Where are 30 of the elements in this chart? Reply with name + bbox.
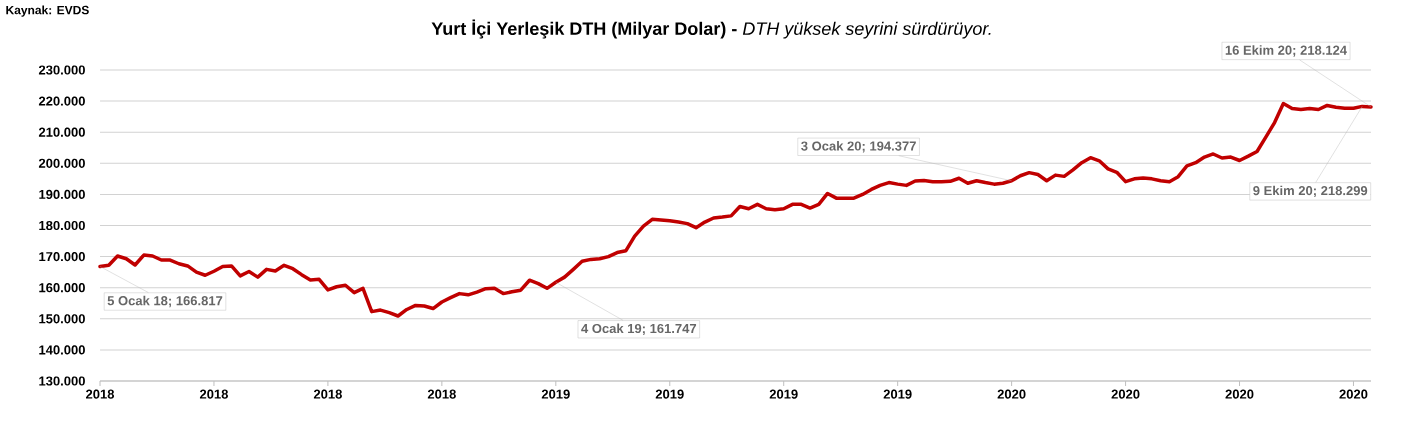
x-tick-label: 2019 xyxy=(883,389,912,399)
y-tick-label: 170.000 xyxy=(39,251,85,262)
x-tick-label: 2020 xyxy=(1225,389,1254,399)
y-tick-label: 210.000 xyxy=(38,127,85,137)
y-tick-label: 180.000 xyxy=(39,220,85,231)
y-tick-label: 160.000 xyxy=(39,283,85,293)
annotation: 9 Ekim 20; 218.299 xyxy=(1253,185,1368,198)
annotation: 5 Ocak 18; 166.817 xyxy=(107,295,223,308)
chart-title: Yurt İçi Yerleşik DTH (Milyar Dolar) - DTH yüksek seyrini sürdürüyor. xyxy=(431,19,991,39)
annotation: 16 Ekim 20; 218.124 xyxy=(1225,45,1347,57)
y-tick-label: 190.000 xyxy=(39,189,85,199)
x-tick-label: 2020 xyxy=(1111,389,1140,399)
x-tick-label: 2019 xyxy=(541,389,570,399)
x-tick-label: 2018 xyxy=(199,389,229,399)
y-tick-label: 200.000 xyxy=(38,158,85,168)
x-tick-label: 2020 xyxy=(1339,389,1368,399)
x-tick-label: 2019 xyxy=(655,389,684,399)
y-tick-label: 130.000 xyxy=(39,376,85,386)
x-tick-label: 2018 xyxy=(313,389,342,399)
x-tick-label: 2020 xyxy=(997,389,1026,399)
y-tick-label: 230.000 xyxy=(38,65,85,75)
y-tick-label: 140.000 xyxy=(39,345,85,355)
annotation: 3 Ocak 20; 194.377 xyxy=(801,141,916,153)
x-tick-label: 2019 xyxy=(769,389,798,399)
x-tick-label: 2018 xyxy=(86,389,115,399)
y-tick-label: 220.000 xyxy=(38,96,85,106)
annotation: 4 Ocak 19; 161.747 xyxy=(581,323,697,335)
y-tick-label: 150.000 xyxy=(39,314,85,324)
x-tick-label: 2018 xyxy=(427,389,456,399)
text: Kaynak: EVDS xyxy=(6,5,89,17)
